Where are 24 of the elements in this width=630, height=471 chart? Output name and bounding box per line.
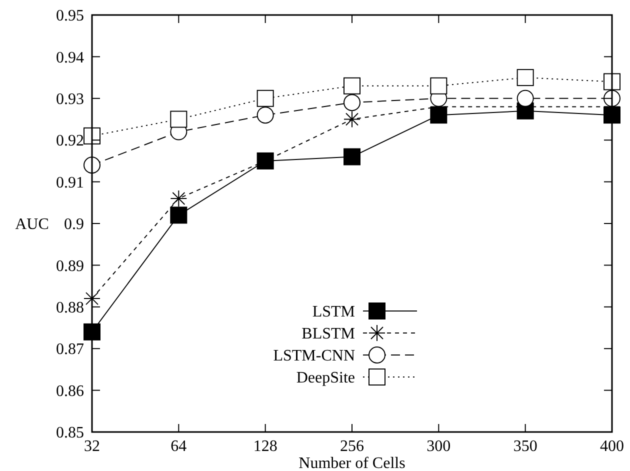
y-tick-label: 0.9 <box>64 216 84 234</box>
x-tick-label: 256 <box>340 438 364 455</box>
y-tick-label: 0.85 <box>56 424 84 442</box>
y-axis-title: AUC <box>15 216 49 234</box>
y-tick-label: 0.87 <box>56 341 84 358</box>
x-tick-label: 128 <box>253 438 278 455</box>
x-tick-label: 350 <box>513 438 538 455</box>
legend-label: LSTM <box>312 304 355 321</box>
x-tick-label: 300 <box>426 438 451 455</box>
y-tick-label: 0.88 <box>56 300 84 316</box>
x-tick-label: 400 <box>600 438 624 455</box>
y-tick-label: 0.89 <box>56 258 84 275</box>
y-tick-label: 0.92 <box>56 132 84 150</box>
y-tick-label: 0.86 <box>56 382 84 400</box>
y-tick-label: 0.91 <box>56 174 84 192</box>
x-axis-title: Number of Cells <box>298 455 406 471</box>
legend-label: BLSTM <box>302 326 355 343</box>
y-tick-label: 0.94 <box>56 49 84 66</box>
legend-label: LSTM-CNN <box>273 348 356 365</box>
y-tick-label: 0.93 <box>56 91 84 108</box>
x-tick-label: 64 <box>170 438 187 455</box>
x-tick-label: 32 <box>84 438 100 455</box>
y-tick-label: 0.95 <box>56 8 84 25</box>
legend-label: DeepSite <box>296 370 355 387</box>
